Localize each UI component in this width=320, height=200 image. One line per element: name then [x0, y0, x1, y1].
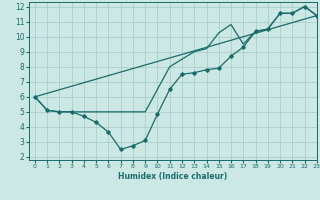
X-axis label: Humidex (Indice chaleur): Humidex (Indice chaleur) [118, 172, 228, 181]
